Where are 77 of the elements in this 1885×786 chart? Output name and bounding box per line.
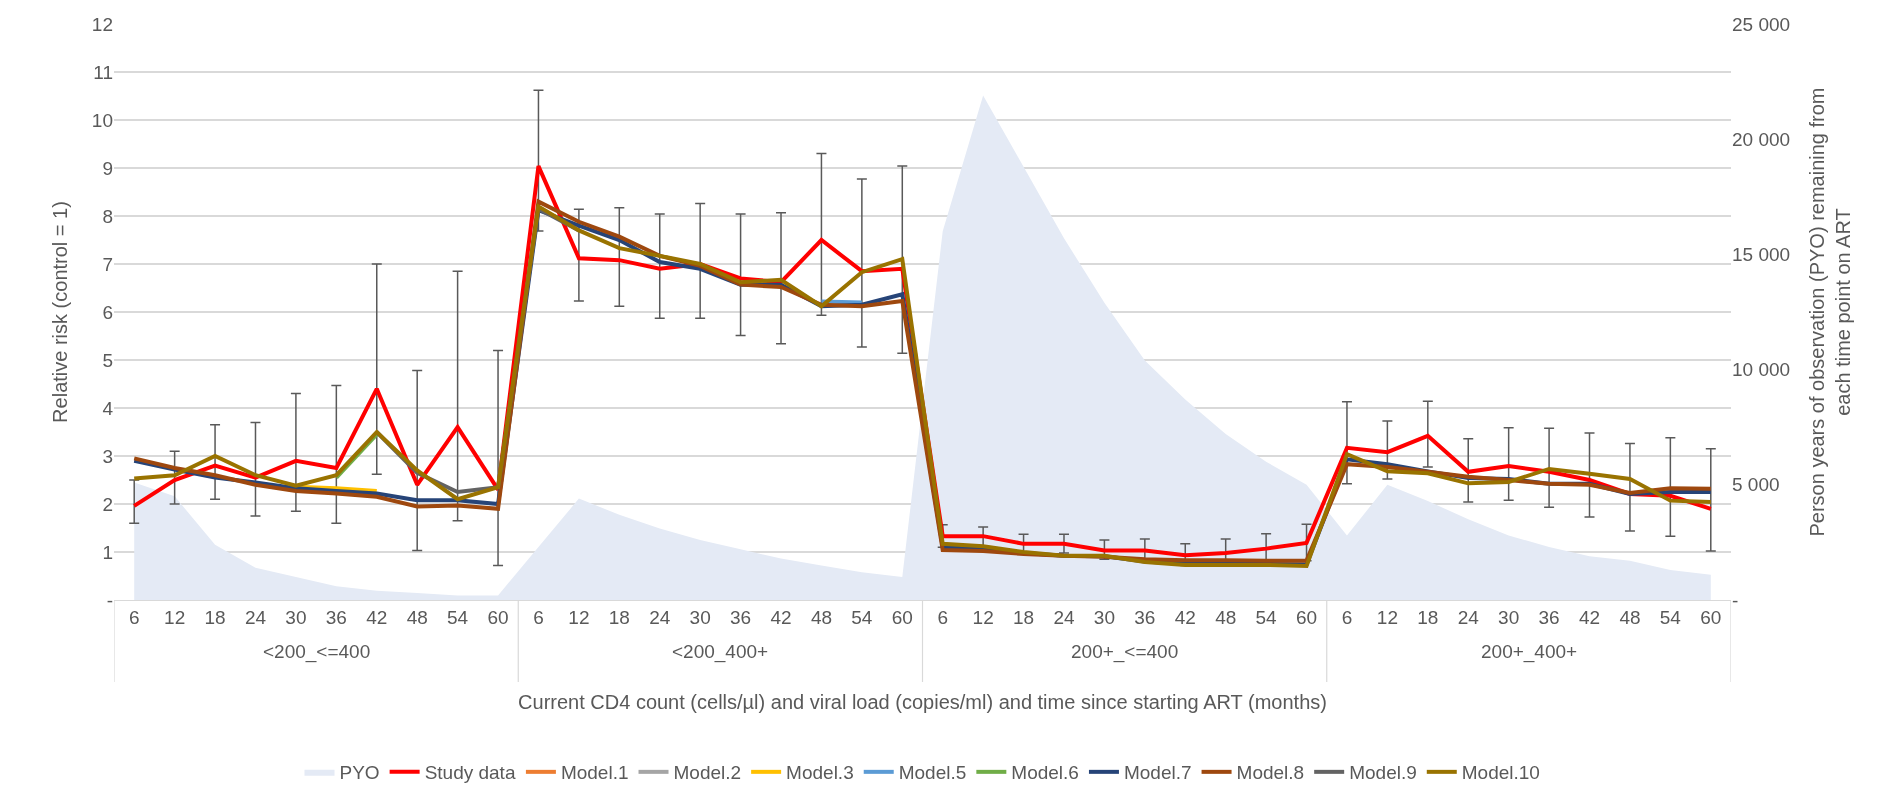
x-tick-label: 24 bbox=[244, 607, 267, 628]
x-tick-label: 12 bbox=[1376, 607, 1398, 628]
y-tick-label: 4 bbox=[102, 397, 114, 419]
x-tick-label: 12 bbox=[164, 607, 186, 628]
x-tick-label: 6 bbox=[128, 607, 140, 628]
x-tick-label: 30 bbox=[1498, 607, 1520, 628]
y-tick-label: 6 bbox=[102, 301, 113, 323]
legend-label: Model.6 bbox=[1011, 762, 1079, 784]
y2-tick-label: 10 000 bbox=[1732, 359, 1791, 381]
x-tick-label: 48 bbox=[1215, 607, 1237, 628]
x-tick-label: 30 bbox=[689, 607, 711, 628]
y2-tick-label: 25 000 bbox=[1732, 13, 1791, 35]
x-tick-label: 24 bbox=[1053, 607, 1075, 628]
x-tick-label: 36 bbox=[1134, 607, 1156, 628]
text: 200+_<=400 bbox=[1071, 641, 1179, 663]
y-tick-label: 11 bbox=[93, 61, 113, 83]
legend-label: Model.5 bbox=[898, 762, 967, 784]
y-tick-label: 5 bbox=[102, 349, 113, 371]
x-tick-label: 6 bbox=[937, 607, 948, 628]
x-tick-label: 54 bbox=[851, 607, 873, 628]
legend-label: PYO bbox=[339, 762, 380, 784]
y-tick-label: 7 bbox=[102, 253, 113, 275]
y-tick-label: 2 bbox=[102, 493, 113, 515]
x-tick-label: 24 bbox=[649, 607, 671, 628]
legend-label: Model.10 bbox=[1461, 762, 1540, 784]
text: <200_400+ bbox=[672, 641, 769, 663]
y-axis-title: Relative risk (control = 1) bbox=[49, 201, 72, 423]
x-tick-label: 36 bbox=[1538, 607, 1560, 628]
x-tick-label: 54 bbox=[1255, 607, 1278, 628]
x-tick-label: 18 bbox=[1417, 607, 1439, 628]
x-tick-label: 42 bbox=[770, 607, 792, 628]
text: 200+_400+ bbox=[1481, 641, 1578, 663]
x-tick-label: 30 bbox=[1093, 607, 1115, 628]
x-tick-label: 48 bbox=[810, 607, 833, 628]
x-tick-label: 12 bbox=[568, 607, 590, 628]
y-tick-label: 1 bbox=[102, 541, 113, 563]
x-tick-label: 42 bbox=[1174, 607, 1196, 628]
y-tick-label: 12 bbox=[91, 13, 113, 35]
x-tick-label: 12 bbox=[972, 607, 994, 628]
y-tick-label: 9 bbox=[102, 157, 113, 179]
legend-label: Study data bbox=[424, 762, 516, 784]
legend-label: Model.9 bbox=[1349, 762, 1417, 784]
x-tick-label: 54 bbox=[1659, 607, 1682, 628]
legend-label: Model.3 bbox=[786, 762, 854, 784]
x-tick-label: 48 bbox=[1619, 607, 1641, 628]
x-tick-label: 18 bbox=[608, 607, 630, 628]
x-tick-label: 30 bbox=[285, 607, 307, 628]
y-tick-label: 8 bbox=[102, 205, 113, 227]
x-tick-label: 60 bbox=[1295, 607, 1318, 628]
text: <200_<=400 bbox=[263, 641, 371, 663]
y2-tick-label: - bbox=[1732, 589, 1739, 611]
x-tick-label: 36 bbox=[325, 607, 347, 628]
y2-axis-title: Person years of observation (PYO) remaining from each time point on ART bbox=[1805, 87, 1854, 537]
x-tick-label: 60 bbox=[891, 607, 913, 628]
x-tick-label: 48 bbox=[406, 607, 428, 628]
y-tick-label: 3 bbox=[102, 445, 113, 467]
x-tick-label: 6 bbox=[1341, 607, 1353, 628]
legend-label: Model.8 bbox=[1236, 762, 1305, 784]
y2-tick-label: 5 000 bbox=[1732, 474, 1780, 496]
x-tick-label: 36 bbox=[730, 607, 752, 628]
x-tick-label: 42 bbox=[1578, 607, 1601, 628]
y2-tick-label: 15 000 bbox=[1732, 244, 1791, 266]
y-tick-label: - bbox=[106, 589, 113, 611]
x-tick-label: 6 bbox=[533, 607, 544, 628]
x-tick-label: 42 bbox=[366, 607, 388, 628]
y-tick-label: 10 bbox=[91, 109, 113, 131]
x-tick-label: 18 bbox=[1012, 607, 1035, 628]
legend-label: Model.7 bbox=[1123, 762, 1192, 784]
x-tick-label: 24 bbox=[1457, 607, 1480, 628]
legend-label: Model.2 bbox=[673, 762, 742, 784]
y2-tick-label: 20 000 bbox=[1732, 128, 1791, 150]
x-tick-label: 60 bbox=[487, 607, 509, 628]
legend-label: Model.1 bbox=[560, 762, 629, 784]
x-axis-title: Current CD4 count (cells/µl) and viral load (copies/ml) and time since starting ART (months) bbox=[518, 691, 1327, 714]
x-tick-label: 60 bbox=[1700, 607, 1722, 628]
x-tick-label: 18 bbox=[204, 607, 226, 628]
x-tick-label: 54 bbox=[447, 607, 469, 628]
